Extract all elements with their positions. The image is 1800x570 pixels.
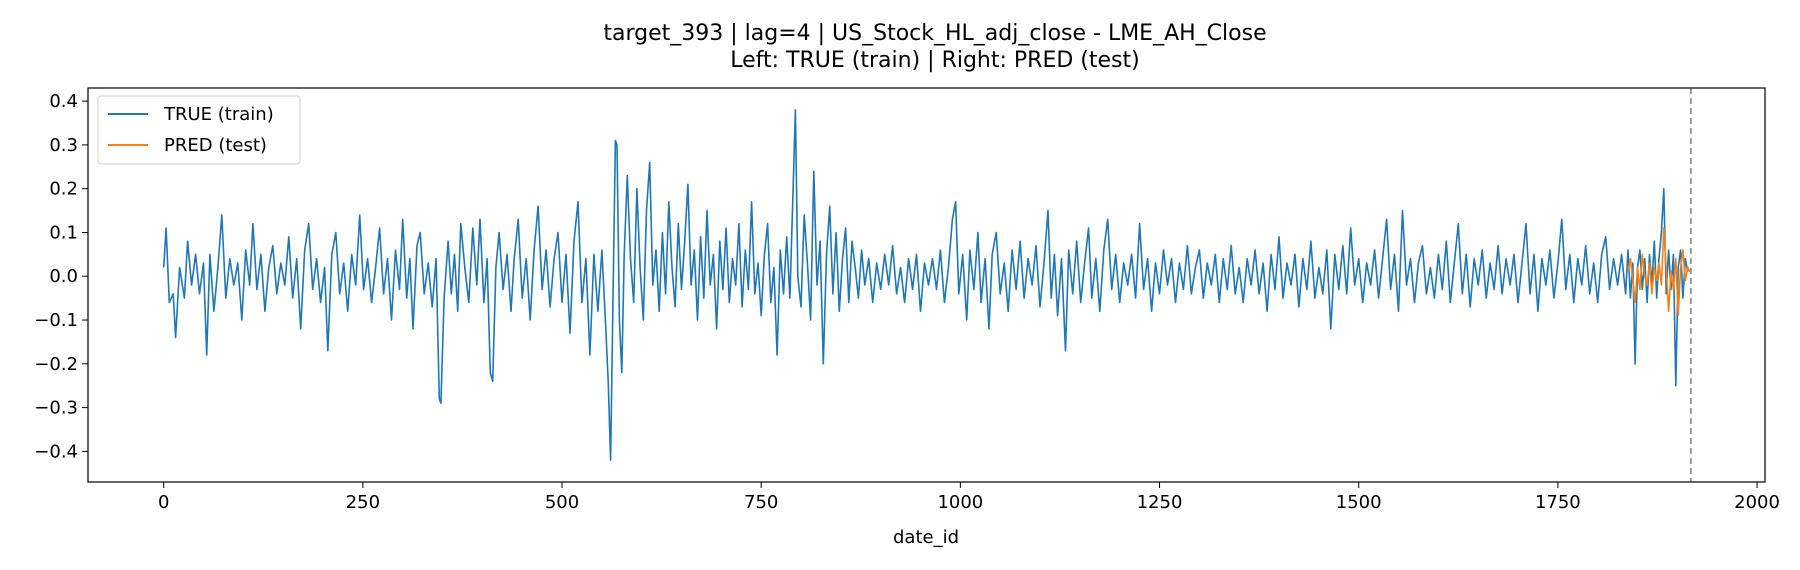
y-axis-ticks: −0.4 −0.3 −0.2 −0.1 0.0 0.1 0.2 0.3 0.4 [34, 91, 88, 462]
legend-label-pred: PRED (test) [164, 135, 267, 156]
chart-title: target_393 | lag=4 | US_Stock_HL_adj_clo… [603, 21, 1266, 46]
x-axis-label: date_id [893, 527, 959, 548]
x-tick-label: 500 [545, 492, 579, 513]
y-tick-label: 0.2 [49, 179, 78, 200]
x-tick-label: 1250 [1137, 492, 1183, 513]
legend: TRUE (train) PRED (test) [97, 95, 301, 165]
x-tick-label: 750 [744, 492, 778, 513]
chart-subtitle: Left: TRUE (train) | Right: PRED (test) [730, 48, 1139, 73]
y-tick-label: −0.2 [34, 354, 78, 375]
plot-frame [87, 87, 1766, 483]
x-tick-label: 1750 [1535, 492, 1581, 513]
x-tick-label: 250 [346, 492, 380, 513]
legend-label-true: TRUE (train) [163, 104, 274, 125]
x-tick-label: 2000 [1734, 492, 1780, 513]
y-tick-label: 0.0 [49, 266, 78, 287]
y-tick-label: 0.4 [49, 91, 78, 112]
x-axis-ticks: 0 250 500 750 1000 1250 1500 1750 2000 [158, 482, 1780, 513]
x-tick-label: 1500 [1336, 492, 1382, 513]
plot-area [162, 88, 1692, 482]
x-tick-label: 0 [158, 492, 169, 513]
y-tick-label: −0.3 [34, 398, 78, 419]
y-tick-label: −0.4 [34, 441, 78, 462]
y-tick-label: −0.1 [34, 310, 78, 331]
y-tick-label: 0.3 [49, 135, 78, 156]
legend-box [97, 95, 301, 165]
series-line-true-train [162, 109, 1689, 461]
series-line-pred-test [1627, 227, 1691, 317]
x-tick-label: 1000 [937, 492, 983, 513]
y-tick-label: 0.1 [49, 222, 78, 243]
